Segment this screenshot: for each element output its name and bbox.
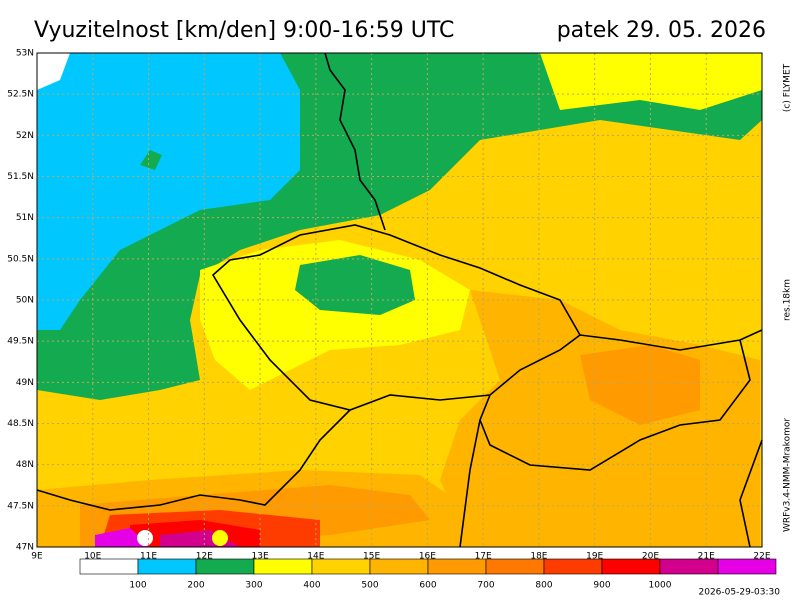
- legend: 100 200 300 400 500 600 700 800 900 1000: [79, 558, 777, 591]
- lon-label: 19E: [586, 552, 603, 562]
- legend-swatch: [79, 558, 139, 575]
- title: Vyuzitelnost [km/den] 9:00-16:59 UTC: [34, 18, 454, 43]
- resolution: res.18km: [783, 279, 793, 321]
- lat-label: 52.5N: [7, 90, 34, 100]
- legend-swatch: [659, 558, 719, 575]
- legend-swatch: [253, 558, 313, 575]
- lon-label: 15E: [363, 552, 380, 562]
- lat-label: 53N: [16, 49, 34, 59]
- lon-label: 14E: [307, 552, 324, 562]
- legend-swatch: [543, 558, 603, 575]
- legend-label: 600: [419, 581, 436, 591]
- lon-label: 17E: [475, 552, 492, 562]
- legend-swatch: [485, 558, 545, 575]
- lon-label: 22E: [753, 552, 770, 562]
- legend-label: 700: [477, 581, 494, 591]
- legend-swatch: [311, 558, 371, 575]
- copyright: (c) FLYMET: [783, 63, 793, 112]
- map-frame: [36, 52, 763, 548]
- legend-label: 500: [361, 581, 378, 591]
- axes: 53N 52.5N 52N 51.5N 51N 50.5N 50N 49.5N 49N 48.5N…: [7, 49, 771, 562]
- lat-label: 47N: [16, 543, 34, 553]
- date: patek 29. 05. 2026: [557, 18, 766, 43]
- legend-swatch: [137, 558, 197, 575]
- lon-label: 12E: [196, 552, 213, 562]
- lat-label: 50N: [16, 296, 34, 306]
- lon-label: 11E: [140, 552, 157, 562]
- borders: [36, 52, 763, 548]
- field: [37, 53, 762, 547]
- lat-label: 51N: [16, 213, 34, 223]
- grid: [37, 53, 762, 547]
- legend-label: 300: [245, 581, 262, 591]
- legend-swatch: [427, 558, 487, 575]
- lat-label: 50.5N: [7, 254, 34, 264]
- lat-label: 49N: [16, 378, 34, 388]
- lon-label: 16E: [419, 552, 436, 562]
- legend-swatch: [369, 558, 429, 575]
- legend-label: 1000: [649, 581, 672, 591]
- lat-label: 51.5N: [7, 172, 34, 182]
- run-time: 2026-05-29-03:30: [699, 588, 781, 598]
- legend-swatch: [717, 558, 777, 575]
- lat-label: 49.5N: [7, 337, 34, 347]
- lat-label: 48.5N: [7, 419, 34, 429]
- lon-label: 13E: [252, 552, 269, 562]
- lon-label: 20E: [642, 552, 659, 562]
- legend-label: 900: [593, 581, 610, 591]
- legend-swatch: [601, 558, 661, 575]
- legend-label: 800: [535, 581, 552, 591]
- lon-label: 18E: [530, 552, 547, 562]
- lon-label: 21E: [698, 552, 715, 562]
- lat-label: 52N: [16, 131, 34, 141]
- model: WRFv3.4-NMM-Mrakomor: [783, 418, 793, 532]
- lon-label: 10E: [84, 552, 101, 562]
- legend-label: 400: [303, 581, 320, 591]
- legend-label: 100: [129, 581, 146, 591]
- legend-swatch: [195, 558, 255, 575]
- legend-label: 200: [187, 581, 204, 591]
- lat-label: 48N: [16, 460, 34, 470]
- lat-label: 47.5N: [7, 501, 34, 511]
- lon-label: 9E: [31, 552, 43, 562]
